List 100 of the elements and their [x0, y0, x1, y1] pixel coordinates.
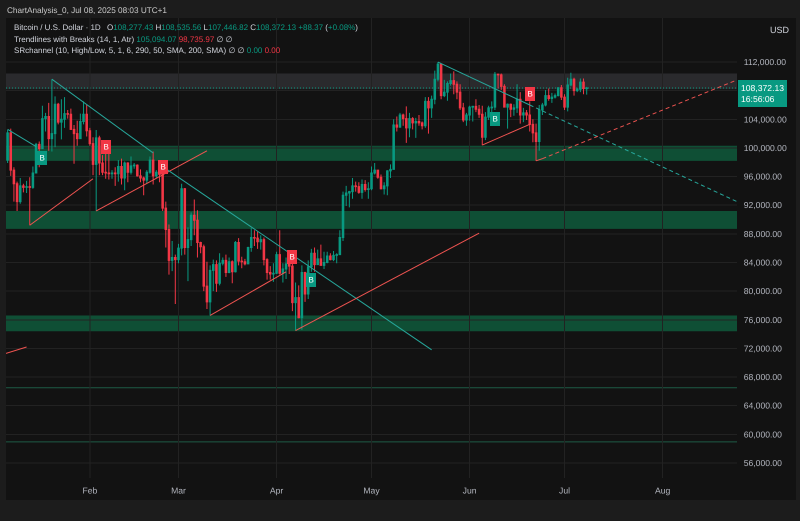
y-tick-label: 96,000.00	[744, 172, 782, 182]
candlestick	[117, 160, 120, 182]
candlestick	[398, 112, 402, 128]
x-tick-label: Apr	[270, 485, 284, 496]
candlestick	[443, 79, 446, 98]
candlestick	[114, 166, 116, 186]
candlestick	[130, 156, 132, 175]
annotation: B	[104, 142, 109, 152]
annotation: B	[160, 162, 166, 172]
candlestick	[174, 254, 177, 305]
candlestick	[572, 77, 576, 96]
candlestick	[405, 106, 408, 144]
y-tick-label: 68,000.00	[744, 372, 782, 382]
candlestick	[408, 112, 411, 138]
candlestick	[155, 170, 158, 179]
candlestick	[424, 96, 427, 128]
candlestick	[297, 284, 300, 319]
candlestick	[60, 98, 63, 140]
y-axis-title: USD	[770, 25, 790, 35]
annotation: Trendlines with Breaks (14, 1, Atr) 105,094.07 98,735.97 ∅ ∅	[14, 35, 233, 44]
candlestick	[322, 251, 326, 270]
candlestick	[411, 116, 414, 130]
candlestick	[480, 105, 484, 146]
candlestick	[304, 271, 306, 302]
text: Bitcoin / U.S. Dollar · 1D	[14, 23, 101, 32]
annotation: B	[40, 154, 45, 162]
text: O108,277.43 H108,535.56 L107,446.82 C108,372.13 +88.37 (+0.08%)	[107, 23, 358, 32]
candlestick	[396, 116, 398, 132]
candlestick	[332, 250, 335, 262]
candlestick	[509, 103, 512, 118]
candlestick	[364, 180, 366, 192]
candlestick	[358, 182, 360, 194]
candlestick	[547, 88, 550, 102]
candlestick	[230, 260, 234, 284]
candlestick	[224, 254, 228, 278]
candlestick	[418, 114, 420, 126]
annotation: B	[290, 252, 295, 262]
candlestick	[313, 246, 316, 272]
candlestick	[360, 178, 364, 200]
y-tick-label: 72,000.00	[744, 343, 782, 354]
annotation: B	[492, 114, 498, 124]
candlestick	[47, 102, 50, 152]
x-tick-label: Jul	[559, 485, 570, 496]
candlestick	[25, 180, 28, 194]
annotation: SRchannel (10, High/Low, 5, 1, 6, 290, 50, SMA, 200, SMA) ∅ ∅ 0.00 0.00	[14, 46, 281, 55]
candlestick	[228, 256, 230, 274]
candlestick	[6, 130, 9, 164]
candlestick	[94, 130, 98, 212]
candlestick	[582, 78, 585, 95]
candlestick	[300, 264, 304, 330]
candlestick	[110, 170, 114, 180]
candlestick	[320, 244, 322, 266]
candlestick	[256, 231, 259, 250]
ref-line-label: 108,372.13 16:56:06	[741, 83, 784, 104]
candlestick	[244, 258, 246, 266]
candlestick	[284, 256, 288, 280]
candlestick	[18, 178, 22, 204]
y-tick-label: 88,000.00	[744, 228, 782, 239]
y-tick-label: 84,000.00	[744, 258, 782, 268]
candlestick	[329, 252, 332, 261]
candlestick	[538, 104, 540, 152]
x-tick-label: Aug	[654, 485, 670, 496]
y-tick-label: 80,000.00	[744, 286, 782, 296]
candlestick	[215, 260, 218, 292]
candlestick	[440, 62, 442, 100]
candlestick	[550, 92, 554, 104]
candlestick	[152, 151, 154, 185]
candlestick	[259, 234, 262, 250]
x-tick-label: May	[363, 485, 380, 496]
candlestick	[234, 240, 237, 274]
candlestick	[237, 238, 240, 266]
candlestick	[534, 123, 538, 162]
y-tick-label: 104,000.00	[744, 114, 787, 124]
candlestick	[427, 96, 430, 134]
candlestick	[218, 252, 221, 286]
candlestick	[506, 103, 509, 130]
candlestick	[253, 230, 256, 247]
candlestick	[496, 72, 500, 90]
candlestick	[354, 181, 357, 192]
candlestick	[518, 92, 522, 124]
y-tick-label: 56,000.00	[744, 458, 782, 468]
y-tick-label: 92,000.00	[744, 200, 782, 210]
y-tick-label: 76,000.00	[744, 314, 782, 325]
y-tick-label: 100,000.00	[744, 142, 787, 153]
y-tick-label: 112,000.00	[744, 57, 786, 68]
candlestick	[28, 176, 32, 226]
annotation: B	[308, 276, 314, 284]
candlestick	[120, 158, 123, 185]
candlestick	[126, 162, 130, 183]
candlestick	[123, 161, 126, 191]
x-tick-label: Feb	[82, 485, 98, 496]
candlestick	[41, 105, 44, 150]
candlestick	[294, 282, 297, 332]
candlestick	[316, 249, 319, 266]
chart-title: ChartAnalysis_0, Jul 08, 2025 08:03 UTC+1	[7, 6, 168, 15]
candlestick	[471, 105, 474, 122]
y-tick-label: 60,000.00	[744, 429, 782, 440]
x-tick-label: Jun	[462, 485, 477, 496]
candlestick	[494, 72, 496, 110]
candlestick	[56, 102, 60, 125]
